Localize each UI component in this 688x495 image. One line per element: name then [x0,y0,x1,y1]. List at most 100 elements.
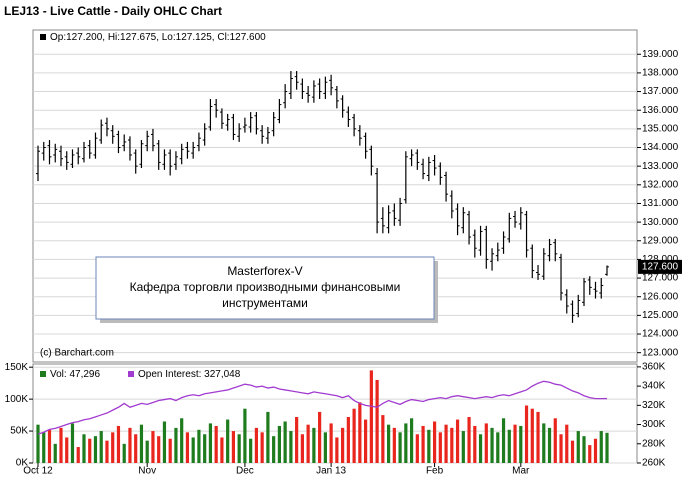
volume-bar [582,436,586,463]
y-tick-label: 340K [642,381,666,392]
volume-bar [122,443,126,463]
volume-bar [369,370,373,463]
volume-bar [283,421,287,463]
volume-bar [231,431,236,463]
volume-bar [145,440,149,463]
volume-bar [151,431,155,463]
volume-bar [128,427,132,463]
legend-entry: Open Interest: 327,048 [138,369,241,380]
volume-bar [59,427,63,463]
volume-bar [203,434,207,463]
volume-bar [524,405,529,463]
volume-bar [312,427,316,463]
annotation-text: Кафедра торговли производными финансовым… [130,280,401,294]
volume-bar [375,379,379,463]
x-tick-label: Mar [512,466,530,477]
volume-bar [295,417,299,463]
y-tick-label: 125.000 [642,310,679,321]
volume-bar [404,423,408,463]
y-tick-label: 320K [642,400,666,411]
y-tick-label: 100K [5,394,29,405]
volume-bar [421,425,425,463]
y-tick-label: 300K [642,419,666,430]
y-tick-label: 127.000 [642,273,679,284]
volume-bar [254,427,259,463]
volume-bar [116,425,121,463]
y-tick-label: 136.000 [642,105,679,116]
volume-bar [559,434,563,463]
volume-bar [168,438,172,463]
volume-bar [565,424,569,463]
volume-bar [139,424,144,463]
volume-panel [32,363,638,464]
volume-bar [329,423,333,463]
ohlc-legend: Op:127.200, Hi:127.675, Lo:127.125, Cl:1… [50,32,266,43]
volume-bar [542,423,546,463]
volume-bar [88,438,92,463]
x-tick-label: Feb [426,466,444,477]
legend-swatch [40,34,46,40]
volume-bar [157,436,161,463]
open-interest-line [37,380,608,435]
volume-bar [570,440,575,463]
y-tick-label: 129.000 [642,235,679,246]
last-price-box [638,259,682,274]
y-tick-label: 260K [642,458,666,469]
y-tick-label: 131.000 [642,198,679,209]
annotation-text: Masterforex-V [227,264,302,278]
volume-bar [398,432,402,463]
volume-bar [174,427,178,463]
volume-bar [323,432,327,463]
volume-bar [162,421,167,463]
volume-bar [455,419,460,463]
volume-bar [93,436,98,463]
y-tick-label: 0K [16,458,29,469]
y-tick-label: 135.000 [642,123,679,134]
volume-bar [191,437,195,463]
volume-bar [450,427,454,463]
y-tick-label: 123.000 [642,347,679,358]
volume-bar [484,423,488,463]
volume-bar [180,418,184,463]
volume-bar [432,421,437,463]
volume-bar [306,424,310,463]
y-tick-label: 132.000 [642,179,679,190]
volume-bar [409,418,414,463]
volume-bar [65,437,69,463]
y-tick-label: 124.000 [642,329,679,340]
y-tick-label: 150K [5,362,29,373]
volume-bar [547,427,552,463]
volume-bar [513,424,517,463]
volume-bar [249,438,253,463]
volume-bar [490,427,494,463]
volume-bar [478,434,483,463]
volume-bar [318,411,322,463]
y-tick-label: 360K [642,362,666,373]
y-tick-label: 130.000 [642,217,679,228]
volume-bar [260,432,264,463]
watermark: (c) Barchart.com [40,348,114,359]
volume-bar [214,425,218,463]
volume-bar [467,417,471,463]
x-tick-label: Oct 12 [23,466,53,477]
volume-bar [208,423,213,463]
volume-bar [105,440,109,463]
volume-bar [536,411,540,463]
volume-bar [427,429,431,463]
y-tick-label: 138.000 [642,68,679,79]
volume-bar [507,429,511,463]
annotation-box [95,256,435,320]
y-tick-label: 139.000 [642,49,679,60]
volume-bar [47,429,52,463]
annotation-text: инструментами [222,296,308,310]
y-tick-label: 128.000 [642,254,679,265]
volume-bar [99,431,103,463]
y-tick-label: 137.000 [642,86,679,97]
volume-bar [593,438,598,463]
volume-bar [461,431,465,463]
volume-bar [386,424,391,463]
last-price-label: 127.600 [642,262,679,273]
volume-bar [243,408,247,463]
volume-bar [364,419,368,463]
volume-bar [300,434,304,463]
